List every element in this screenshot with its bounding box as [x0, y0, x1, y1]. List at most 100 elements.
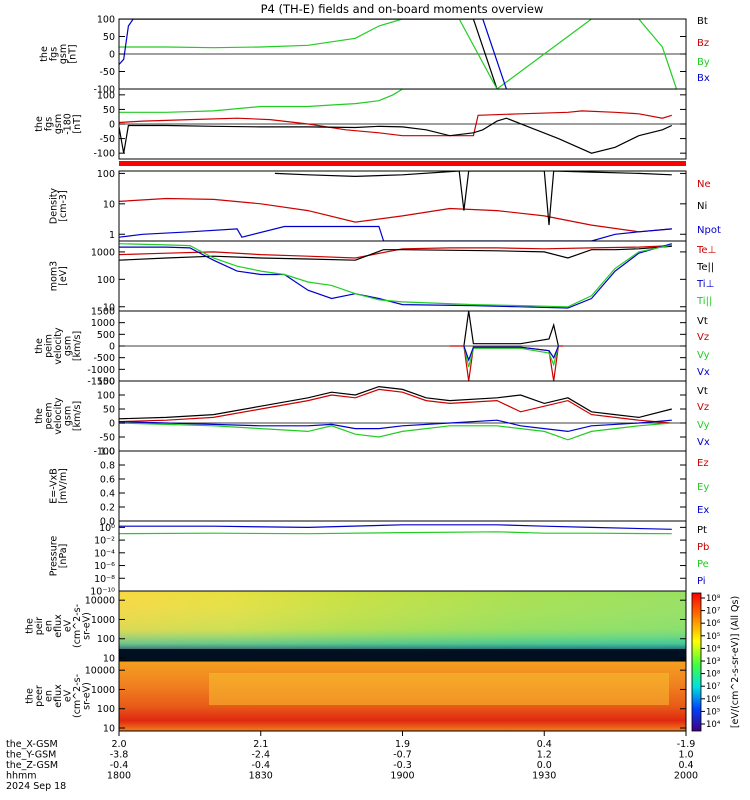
series-vt-line [119, 385, 672, 420]
y-tick-label: 10⁻⁸ [94, 574, 115, 585]
colorbar-tick-label: 10⁴ [706, 720, 721, 730]
panel-8: 10⁰ 10⁻²10⁻⁴ 10⁻⁶ 10⁻⁸ 10⁻¹⁰ Pressure[nPa] Pt P… [48, 520, 709, 598]
legend-vy: Vy [697, 350, 710, 361]
y-axis-label: gsm [58, 44, 69, 64]
y-axis-label: (cm^2-s- [72, 604, 83, 648]
legend-te: Te⊥ [696, 245, 716, 256]
y-tick-label: 100 [97, 634, 115, 645]
heatmap-ion-low [119, 649, 686, 661]
x-tick-label: 1930 [532, 771, 556, 782]
legend-by: By [697, 57, 710, 68]
x-tick-label: 1.2 [537, 750, 552, 761]
colorbar-tick-label: 10⁶ [706, 619, 721, 629]
x-row-label: hhmm [6, 771, 37, 782]
y-tick-label: 0 [109, 342, 115, 353]
y-tick-label: 50 [103, 405, 115, 416]
legend-vx: Vx [697, 437, 710, 448]
y-axis-label: -180 [63, 113, 74, 135]
colorbar-tick-label: 10⁸ [706, 670, 721, 680]
legend-ne: Ne [697, 179, 711, 190]
y-tick-label: -500 [93, 353, 115, 364]
y-axis-label: [cm-3] [58, 190, 69, 221]
panel-3: 100 10 1 Density[cm-3] Ne Ni Npot [48, 169, 721, 242]
y-tick-label: -1500 [87, 377, 115, 388]
y-tick-label: 10⁻⁶ [94, 561, 115, 572]
y-axis-label: peir [34, 617, 45, 636]
series-vz-line [449, 345, 564, 381]
x-tick-label: 1.9 [395, 739, 410, 750]
y-tick-label: 10 [103, 724, 115, 735]
colorbar-tick-label: 10³ [706, 657, 720, 667]
y-tick-label: 10000 [85, 596, 115, 607]
y-axis-label: mom3 [48, 261, 59, 291]
legend-bt: Bt [697, 16, 708, 27]
legend-vt: Vt [697, 386, 708, 397]
colorbar-tick-label: 10⁵ [706, 632, 720, 642]
series-bt-line [119, 19, 498, 89]
date-label: 2024 Sep 18 [6, 781, 66, 792]
y-tick-label: 100 [97, 275, 115, 286]
legend-ti: Ti|| [696, 296, 712, 307]
legend-vt: Vt [697, 316, 708, 327]
y-tick-label: -100 [93, 85, 115, 96]
y-axis-label: Pressure [48, 536, 59, 577]
x-tick-label: -1.9 [677, 739, 696, 750]
y-tick-label: 1.0 [100, 447, 115, 458]
panel-4: 1000 100 10 mom3[eV] Te⊥ Te|| Ti⊥ Ti|| [48, 240, 716, 313]
series-bz-line [119, 110, 672, 137]
legend-bx: Bx [697, 73, 710, 84]
y-axis-label: eV [63, 619, 74, 632]
y-tick-label: 10000 [85, 666, 115, 677]
y-axis-label: the [25, 618, 36, 634]
y-tick-label: -50 [99, 67, 115, 78]
series-vx-line [463, 345, 559, 362]
y-tick-label: 100 [97, 90, 115, 101]
series-vt-line [463, 311, 559, 347]
y-tick-label: 10 [103, 302, 115, 313]
legend-npot: Npot [697, 225, 721, 236]
y-tick-label: -50 [99, 433, 115, 444]
x-tick-label: 0.4 [678, 760, 693, 771]
status-bar [119, 161, 686, 166]
x-tick-label: 0.4 [537, 739, 552, 750]
colorbar-tick-label: 10⁷ [706, 682, 721, 692]
y-axis-label: gsm [63, 336, 74, 356]
legend-pe: Pe [697, 559, 709, 570]
legend-bz: Bz [697, 38, 709, 49]
y-tick-label: 50 [103, 105, 115, 116]
y-tick-label: 0.2 [100, 503, 115, 514]
series-vy-line [463, 345, 559, 368]
x-row-label: the_Y-GSM [6, 750, 56, 761]
y-tick-label: 0 [109, 419, 115, 430]
y-axis-label: velocity [53, 327, 64, 365]
x-tick-label: 0.0 [537, 760, 552, 771]
x-tick-label: 1830 [249, 771, 273, 782]
y-axis-label: the [34, 116, 45, 132]
x-tick-label: -0.7 [393, 750, 412, 761]
series-vz-line [119, 388, 672, 424]
legend-pi: Pi [697, 576, 706, 587]
x-tick-label: 1.0 [678, 750, 693, 761]
series-by-line [119, 89, 677, 113]
y-tick-label: 10⁻² [94, 536, 115, 547]
series-npot-line [119, 225, 672, 241]
y-tick-label: 1000 [91, 318, 115, 329]
y-tick-label: 1000 [91, 685, 115, 696]
y-axis-label: the [25, 688, 36, 704]
y-tick-label: -100 [93, 149, 115, 160]
panel-7: 1.0 0.8 0.6 0.4 0.2 0.0 E=-VxB[mV/m] Ez Ey Ex [48, 447, 709, 528]
y-axis-label: fgs [44, 117, 55, 131]
y-tick-label: -50 [99, 134, 115, 145]
y-tick-label: 1000 [91, 615, 115, 626]
y-axis-label: [nPa] [58, 544, 69, 569]
y-axis-label: gsm [53, 114, 64, 134]
y-tick-label: 0.4 [100, 489, 115, 500]
y-axis-label: fgs [48, 47, 59, 61]
y-tick-label: 100 [97, 704, 115, 715]
y-axis-label: [km/s] [72, 401, 83, 431]
y-tick-label: 0.0 [100, 517, 115, 528]
series-te-line [119, 245, 672, 261]
x-tick-label: -2.4 [251, 750, 270, 761]
